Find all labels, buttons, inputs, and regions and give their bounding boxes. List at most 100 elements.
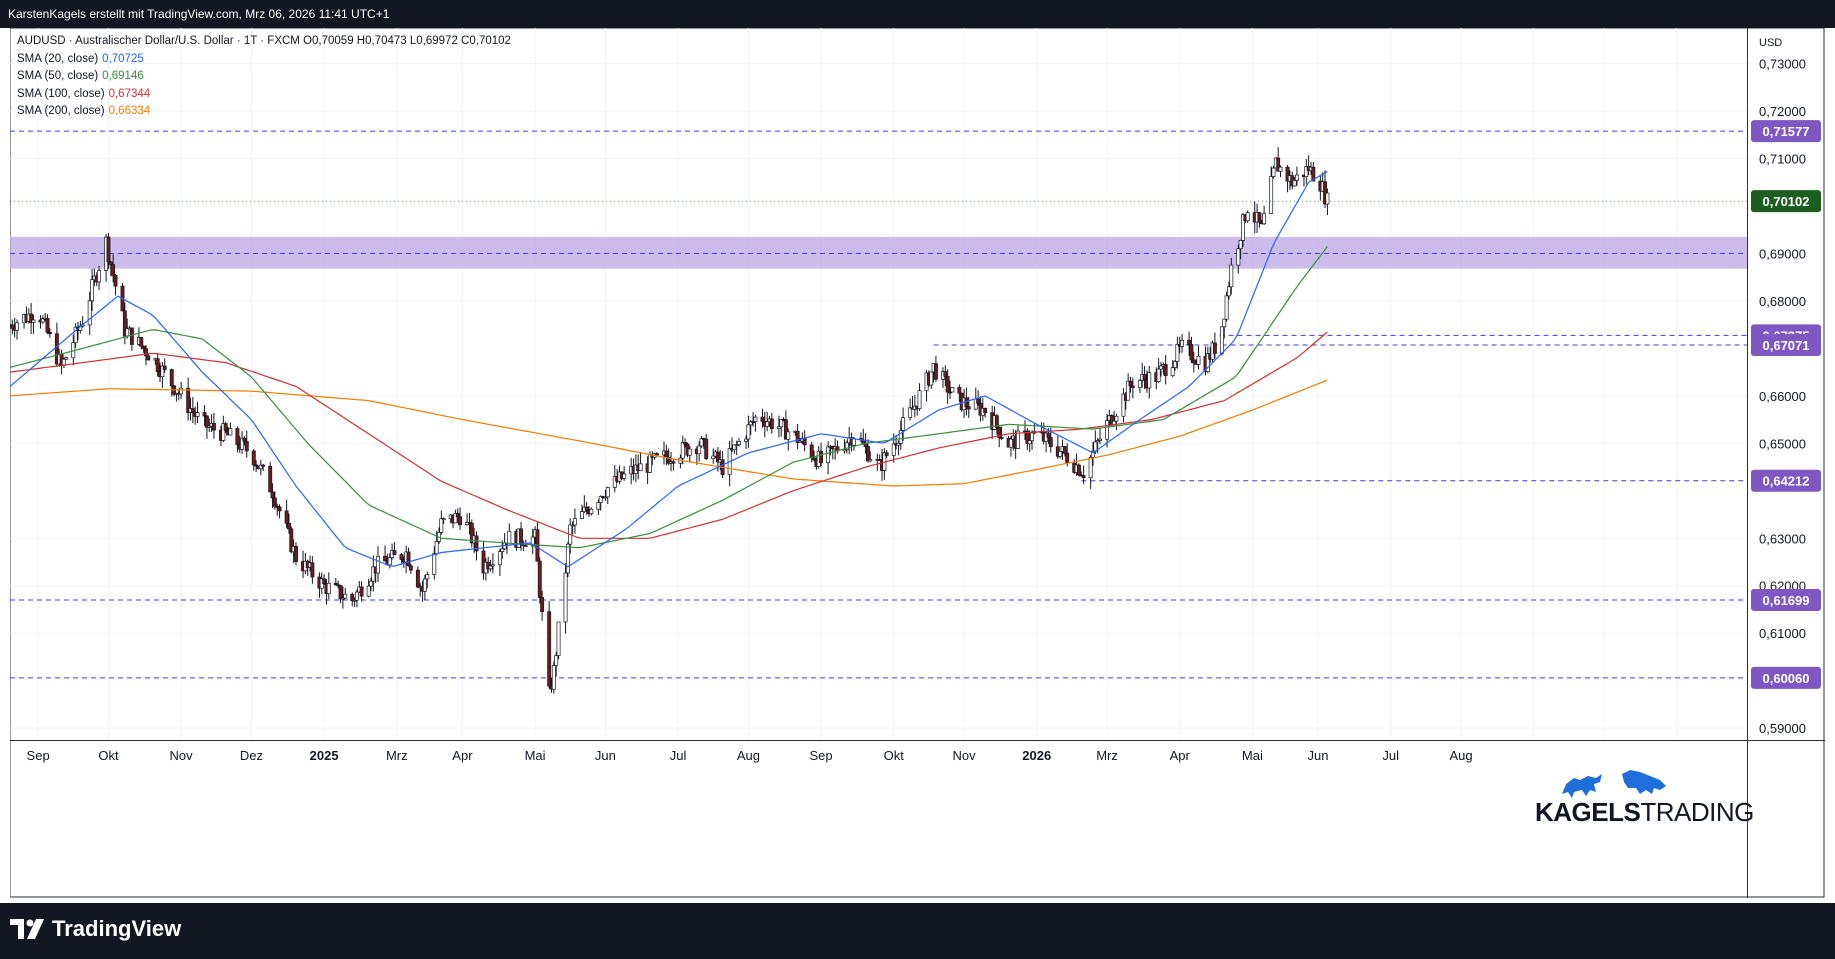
candle-body [497,551,502,566]
candle-body [272,497,277,507]
symbol-title[interactable]: AUDUSD · Australischer Dollar/U.S. Dolla… [17,35,300,47]
candle-body [943,371,948,377]
candle-body [254,464,259,467]
candle-body [596,502,601,510]
candle-body [997,427,1002,438]
indicator-row-sma50[interactable]: SMA (50, close) 0,69146 [17,68,511,86]
candle-body [798,440,802,443]
time-axis-label: Nov [170,748,194,763]
ohlc-low: L0,69972 [409,35,458,47]
support-resistance-zone[interactable] [10,236,1747,269]
candle-body [776,426,781,430]
candle-body [106,236,111,263]
candle-body [29,313,34,323]
candle-body [113,275,118,287]
candle-body [125,328,130,337]
candle-body [54,333,59,365]
candle-body [326,582,331,595]
candle-body [486,561,491,570]
candle-body [966,406,971,410]
chart-background [10,28,1825,898]
level-price-label-bg [1751,469,1821,492]
candle-body [1212,342,1217,354]
candle-body [802,437,807,446]
candle-body [572,518,577,526]
chart-frame[interactable]: Sep Okt Nov Dez 2025 Mrz Apr Mai Jun Jul Aug Sep Okt… [10,28,1825,898]
time-axis-label: Dez [240,748,263,763]
candle-body [819,450,824,464]
candle-body [1095,440,1100,443]
candle-body [540,597,545,613]
level-price-label-bg [1751,666,1821,689]
chart-border [10,28,1825,898]
candle-body [350,593,355,602]
candle-body [929,371,934,386]
price-axis-background[interactable] [1747,28,1825,898]
candle-body [1180,339,1185,347]
sma-50-line [10,246,1328,549]
indicator-row-sma20[interactable]: SMA (20, close) 0,70725 [17,51,511,69]
candle-body [748,421,753,426]
time-axis-label: Apr [452,748,473,763]
tradingview-brand[interactable]: TradingView [10,916,181,942]
candle-body [1048,437,1053,448]
candle-body [376,555,380,574]
time-axis-label: Okt [884,748,905,763]
candle-body [699,438,704,447]
sma-200-line [10,379,1328,487]
candle-body [957,386,962,394]
candle-body [162,365,167,370]
candle-body [122,310,127,337]
candle-body [15,322,19,331]
candle-body [204,415,209,428]
indicator-value: 0,67344 [108,87,151,100]
indicator-row-sma200[interactable]: SMA (200, close) 0,66334 [17,103,511,121]
candle-body [999,437,1004,439]
indicator-label: SMA (50, close) [17,70,99,82]
candle-body [1046,432,1051,438]
candle-body [10,324,15,329]
candle-body [244,441,249,452]
tradingview-logo-icon [10,919,44,939]
candle-body [1008,438,1013,448]
symbol-row[interactable]: AUDUSD · Australischer Dollar/U.S. Dolla… [17,33,511,51]
candle-body [753,416,758,423]
time-axis-label: Jul [1382,748,1399,763]
candle-body [387,557,392,566]
candle-body [570,524,575,527]
chart-canvas[interactable]: Sep Okt Nov Dez 2025 Mrz Apr Mai Jun Jul Aug Sep Okt… [10,28,1825,898]
price-axis-tick-label: 0,73000 [1759,57,1806,72]
candle-body [896,442,901,446]
candle-body [1159,365,1163,370]
candle-body [343,593,348,599]
candle-body [950,386,955,393]
candle-body [284,510,289,524]
time-axis-label: Jun [1308,748,1329,763]
candle-body [1191,359,1196,364]
candle-body [551,665,556,690]
candle-body [1027,440,1032,445]
candle-body [898,430,903,444]
ohlc-close: C0,70102 [461,35,511,47]
candle-body [697,445,702,455]
candle-body [584,506,589,511]
candle-body [547,611,552,687]
level-price-label-bg [1751,334,1821,357]
indicator-value: 0,70725 [102,52,144,65]
candle-body [474,535,479,552]
current-price-label: 0,70102 [1763,194,1810,209]
candle-body [179,387,184,395]
candle-body [1030,432,1034,442]
candle-body [371,566,376,582]
candle-body [432,553,437,575]
level-price-label-bg [1751,589,1821,612]
candle-body [1016,430,1020,449]
candle-body [1294,174,1299,181]
price-axis-currency: USD [1759,37,1782,49]
candle-body [1062,446,1067,454]
bear-icon [1622,770,1666,794]
candle-body [1147,372,1152,389]
indicator-row-sma100[interactable]: SMA (100, close) 0,67344 [17,86,511,104]
candle-body [488,565,493,570]
candle-body [589,508,594,515]
